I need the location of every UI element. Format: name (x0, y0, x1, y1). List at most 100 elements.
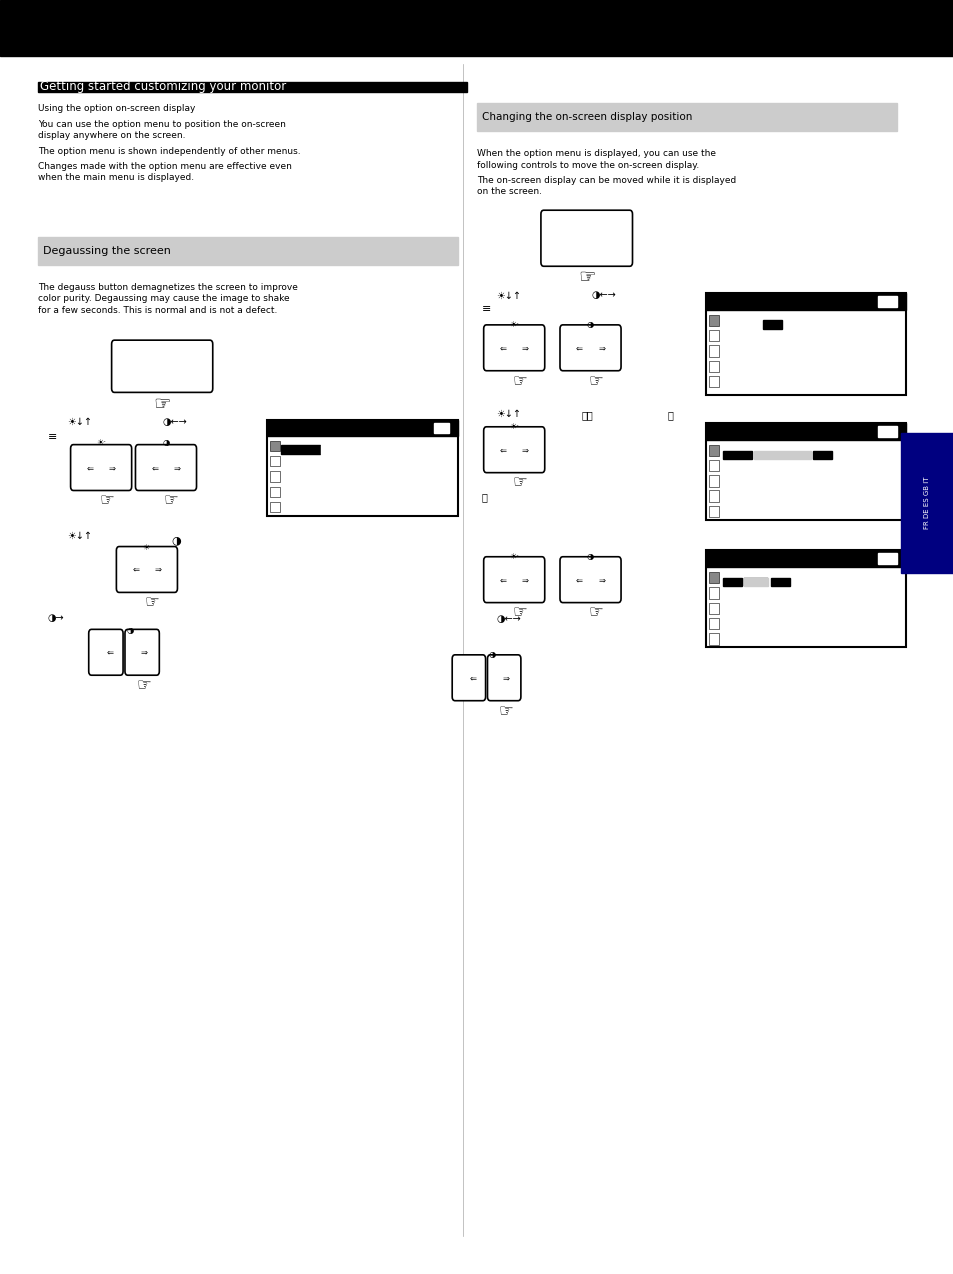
Text: for a few seconds. This is normal and is not a defect.: for a few seconds. This is normal and is… (38, 306, 277, 315)
Bar (708, 490, 719, 502)
Bar (705, 293, 905, 395)
Text: ☞: ☞ (512, 604, 527, 622)
Text: Getting started customizing your monitor: Getting started customizing your monitor (40, 80, 286, 93)
FancyBboxPatch shape (135, 445, 196, 490)
Bar (267, 420, 457, 436)
Text: ☞: ☞ (145, 594, 160, 612)
Text: ☀↓↑: ☀↓↑ (67, 417, 91, 427)
Text: Using the option on-screen display: Using the option on-screen display (38, 104, 195, 113)
Bar (705, 550, 905, 567)
Text: ⇐: ⇐ (576, 343, 582, 353)
Text: You can use the option menu to position the on-screen: You can use the option menu to position … (38, 120, 286, 129)
Text: ⇐: ⇐ (132, 564, 139, 575)
Text: ◑: ◑ (488, 650, 496, 659)
Text: ◑←→: ◑←→ (496, 614, 520, 624)
FancyBboxPatch shape (116, 547, 177, 592)
Text: display anywhere on the screen.: display anywhere on the screen. (38, 131, 186, 140)
Text: ⬜⬜: ⬜⬜ (581, 410, 593, 420)
Text: The option menu is shown independently of other menus.: The option menu is shown independently o… (38, 147, 300, 155)
Bar (38, 237, 457, 265)
Text: ⇐: ⇐ (152, 462, 158, 473)
Bar (708, 506, 719, 517)
Text: ☞: ☞ (136, 676, 152, 694)
Text: color purity. Degaussing may cause the image to shake: color purity. Degaussing may cause the i… (38, 294, 290, 303)
Text: ☞: ☞ (588, 604, 603, 622)
FancyBboxPatch shape (559, 325, 620, 371)
Text: ◑←→: ◑←→ (591, 290, 616, 301)
Text: ⇒: ⇒ (521, 575, 528, 585)
Text: ◑: ◑ (126, 626, 133, 634)
Bar (705, 550, 905, 647)
Text: ◑: ◑ (162, 438, 170, 447)
Bar (321, 445, 350, 454)
Text: The degauss button demagnetizes the screen to improve: The degauss button demagnetizes the scre… (38, 283, 297, 292)
Text: ☀·: ☀· (96, 438, 106, 447)
Text: ☞: ☞ (578, 268, 595, 287)
Text: on the screen.: on the screen. (476, 187, 541, 196)
Bar (0, 0, 953, 56)
Text: ◑→: ◑→ (48, 613, 64, 623)
Text: ◑: ◑ (586, 552, 594, 561)
Bar (708, 330, 719, 341)
Text: FR DE ES GB IT: FR DE ES GB IT (923, 476, 929, 530)
Text: The on-screen display can be moved while it is displayed: The on-screen display can be moved while… (476, 176, 736, 185)
Text: ≡: ≡ (481, 304, 491, 315)
FancyBboxPatch shape (452, 655, 485, 701)
Text: ☞: ☞ (588, 372, 603, 390)
Bar (877, 426, 896, 437)
Text: ☞: ☞ (512, 372, 527, 390)
Text: ☞: ☞ (164, 492, 179, 510)
FancyBboxPatch shape (112, 340, 213, 392)
Bar (321, 445, 350, 454)
Text: ◑←→: ◑←→ (162, 417, 187, 427)
FancyBboxPatch shape (540, 210, 632, 266)
Text: ⇒: ⇒ (521, 445, 528, 455)
Text: ⇒: ⇒ (109, 462, 115, 473)
Bar (708, 475, 719, 487)
Bar (708, 603, 719, 614)
Text: ⇐: ⇐ (499, 575, 506, 585)
Bar (877, 553, 896, 564)
Bar (753, 451, 810, 459)
Bar (722, 578, 741, 586)
Bar (722, 320, 760, 329)
Bar (708, 460, 719, 471)
Text: ⇒: ⇒ (173, 462, 180, 473)
Text: Changes made with the option menu are effective even: Changes made with the option menu are ef… (38, 162, 292, 171)
Text: ◑: ◑ (172, 535, 181, 545)
Bar (708, 345, 719, 357)
Text: ⇐: ⇐ (499, 445, 506, 455)
Text: ☀·: ☀· (142, 543, 152, 552)
Text: ☀·: ☀· (509, 320, 518, 329)
Bar (270, 487, 279, 497)
Text: ⇒: ⇒ (521, 343, 528, 353)
Bar (708, 633, 719, 645)
FancyBboxPatch shape (89, 629, 123, 675)
Text: ⇐: ⇐ (469, 673, 476, 683)
Bar (267, 420, 457, 516)
Text: ⇒: ⇒ (502, 673, 509, 683)
Text: ☀↓↑: ☀↓↑ (67, 531, 91, 541)
Bar (38, 82, 467, 92)
Text: Changing the on-screen display position: Changing the on-screen display position (481, 112, 692, 122)
Bar (434, 423, 449, 433)
FancyBboxPatch shape (483, 325, 544, 371)
FancyBboxPatch shape (559, 557, 620, 603)
Bar (270, 502, 279, 512)
Bar (281, 445, 319, 454)
FancyBboxPatch shape (483, 427, 544, 473)
Text: ☞: ☞ (512, 474, 527, 492)
Text: when the main menu is displayed.: when the main menu is displayed. (38, 173, 194, 182)
Bar (708, 315, 719, 326)
Text: ☞: ☞ (99, 492, 114, 510)
Bar (770, 578, 789, 586)
Bar (762, 320, 781, 329)
Text: following controls to move the on-screen display.: following controls to move the on-screen… (476, 161, 699, 169)
Bar (270, 441, 279, 451)
Bar (722, 451, 751, 459)
Bar (743, 578, 767, 586)
Text: When the option menu is displayed, you can use the: When the option menu is displayed, you c… (476, 149, 716, 158)
Text: ☀↓↑: ☀↓↑ (496, 290, 520, 301)
Bar (705, 423, 905, 440)
Bar (705, 423, 905, 520)
